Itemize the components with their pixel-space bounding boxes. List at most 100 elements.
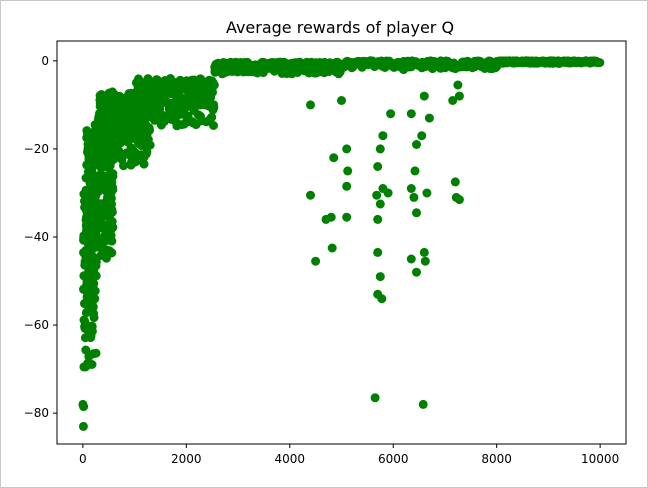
data-point	[156, 78, 166, 88]
data-point	[342, 181, 352, 191]
y-tick-label: −80	[24, 406, 49, 420]
data-point	[147, 77, 157, 87]
data-point	[412, 267, 421, 277]
data-point	[138, 121, 148, 131]
chart-title: Average rewards of player Q	[226, 18, 454, 37]
data-point	[98, 172, 108, 182]
data-point	[424, 113, 434, 123]
data-point	[198, 85, 207, 94]
data-point	[386, 109, 396, 119]
data-point	[259, 57, 268, 67]
data-point	[113, 116, 123, 126]
data-point	[422, 188, 432, 198]
data-point	[114, 146, 124, 156]
data-point	[197, 93, 206, 103]
y-tick-label: −40	[24, 230, 49, 244]
data-point	[176, 75, 185, 85]
data-point	[244, 65, 254, 75]
data-point	[208, 105, 218, 115]
data-point	[287, 62, 297, 72]
data-point	[373, 247, 383, 257]
data-point	[301, 60, 311, 70]
data-point	[412, 208, 421, 218]
data-point	[440, 63, 450, 73]
data-point	[500, 57, 510, 67]
data-point	[527, 56, 537, 66]
data-point	[207, 112, 217, 122]
data-point	[147, 96, 156, 106]
data-point	[80, 317, 90, 327]
data-point	[406, 109, 416, 119]
data-point	[373, 162, 383, 171]
data-point	[113, 94, 122, 104]
data-point	[454, 195, 464, 205]
data-point	[101, 155, 110, 165]
data-point	[210, 67, 220, 77]
data-point	[100, 103, 110, 113]
data-point	[326, 212, 336, 222]
data-point	[165, 112, 175, 122]
y-tick-label: −20	[24, 142, 49, 156]
data-point	[343, 166, 353, 176]
data-point	[83, 129, 93, 139]
data-point	[89, 128, 99, 138]
data-point	[419, 91, 429, 101]
data-point	[91, 348, 101, 358]
data-point	[321, 63, 331, 73]
x-tick-label: 0	[79, 452, 87, 466]
data-point	[309, 64, 319, 74]
data-point	[399, 65, 409, 75]
x-tick-label: 2000	[171, 452, 202, 466]
data-point	[457, 58, 467, 68]
data-point	[134, 129, 144, 139]
data-point	[370, 393, 380, 403]
data-point	[426, 56, 436, 66]
data-point	[132, 87, 142, 97]
data-point	[269, 66, 279, 76]
data-point	[79, 402, 89, 412]
data-point	[81, 234, 91, 244]
data-point	[81, 345, 91, 355]
data-point	[536, 57, 546, 67]
data-point	[417, 63, 427, 73]
data-point	[133, 107, 143, 117]
data-point	[80, 333, 90, 343]
data-point	[135, 94, 145, 104]
data-point	[79, 284, 89, 294]
data-point	[361, 57, 371, 67]
data-point	[375, 144, 385, 154]
data-point	[420, 256, 430, 266]
data-point	[102, 118, 112, 128]
data-point	[87, 321, 97, 331]
data-point	[448, 96, 458, 105]
data-point	[94, 210, 104, 220]
data-point	[418, 399, 428, 409]
data-point	[342, 144, 352, 154]
data-point	[136, 79, 146, 89]
data-point	[118, 110, 128, 120]
data-point	[89, 279, 99, 289]
data-point	[375, 272, 385, 282]
data-point	[94, 238, 104, 248]
data-point	[105, 170, 115, 180]
data-point	[83, 244, 93, 254]
data-point	[106, 136, 116, 146]
data-point	[157, 90, 167, 100]
data-point	[450, 64, 460, 74]
data-point	[468, 60, 478, 70]
data-point	[588, 56, 598, 66]
data-point	[119, 161, 128, 171]
data-point	[91, 271, 101, 281]
data-point	[406, 254, 416, 264]
x-tick-label: 10000	[581, 452, 619, 466]
data-point	[189, 118, 198, 128]
data-point	[453, 80, 463, 90]
data-point	[341, 59, 351, 69]
x-axis: 0 2000 4000 6000 8000 10000	[79, 444, 619, 466]
data-point	[189, 106, 199, 116]
data-point	[419, 247, 429, 257]
data-point	[97, 130, 107, 140]
data-point	[153, 103, 163, 113]
data-point	[409, 192, 419, 202]
